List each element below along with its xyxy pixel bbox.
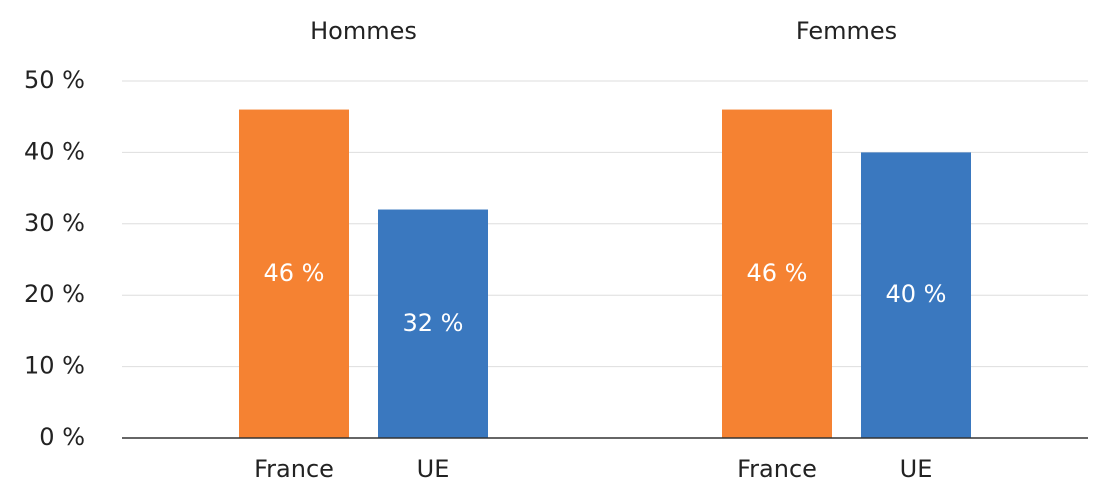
value-label: 46 %: [747, 259, 808, 287]
bar: [861, 152, 971, 438]
x-tick-label: France: [737, 455, 817, 483]
value-label: 40 %: [886, 280, 947, 308]
x-tick-label: France: [254, 455, 334, 483]
y-tick-label: 10 %: [24, 352, 85, 380]
group-title: Hommes: [310, 17, 417, 45]
y-tick-label: 40 %: [24, 137, 85, 165]
bar: [239, 109, 349, 438]
value-label: 32 %: [403, 309, 464, 337]
bar: [722, 109, 832, 438]
bar: [378, 209, 488, 438]
y-tick-label: 0 %: [39, 423, 85, 451]
y-tick-label: 20 %: [24, 280, 85, 308]
x-tick-label: UE: [900, 455, 933, 483]
y-tick-label: 50 %: [24, 66, 85, 94]
y-tick-label: 30 %: [24, 209, 85, 237]
group-title: Femmes: [796, 17, 897, 45]
value-label: 46 %: [264, 259, 325, 287]
x-tick-label: UE: [417, 455, 450, 483]
